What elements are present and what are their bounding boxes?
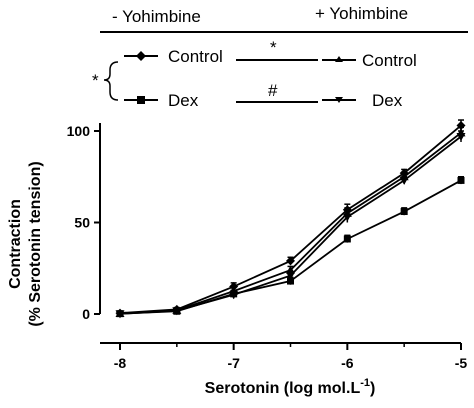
point-dex-with-yohimbine xyxy=(115,310,125,319)
series-line-dex-with-yohimbine xyxy=(119,135,462,315)
legend-without-yohimbine-label: - Yohimbine xyxy=(112,7,201,26)
legend-control-diamond-marker xyxy=(136,51,146,61)
x-tick-label: -6 xyxy=(341,355,354,371)
point-control-without-yohimbine xyxy=(229,282,239,292)
legend-control-yohimbine-triangle-marker xyxy=(335,56,343,62)
legend-group-significance: * xyxy=(92,71,99,90)
point-dex-without-yohimbine xyxy=(457,176,465,184)
point-dex-without-yohimbine xyxy=(343,235,351,243)
y-axis-title-line1: Contraction xyxy=(7,199,24,289)
x-axis-title-superscript: -1 xyxy=(360,377,370,389)
x-axis-title: Serotonin (log mol.L-1) xyxy=(205,377,376,397)
plot-area xyxy=(115,119,466,319)
point-dex-without-yohimbine xyxy=(287,277,294,285)
x-axis-title-close: ) xyxy=(370,380,375,397)
x-tick-label: -7 xyxy=(227,355,240,371)
legend-control-label: Control xyxy=(168,47,223,66)
y-axis-title-line2: (% Serotonin tension) xyxy=(27,161,44,326)
legend-with-yohimbine-label: + Yohimbine xyxy=(315,4,408,23)
legend-dex-label: Dex xyxy=(168,91,199,110)
x-tick-label: -5 xyxy=(455,355,468,371)
y-ticks: 0 50 100 xyxy=(67,123,100,322)
point-dex-with-yohimbine xyxy=(286,272,295,281)
point-dex-with-yohimbine xyxy=(342,213,352,222)
legend-dex-yohimbine-triangle-marker xyxy=(335,97,343,103)
point-control-without-yohimbine xyxy=(286,256,295,266)
series-line-control-with-yohimbine xyxy=(119,132,462,315)
y-tick-label: 50 xyxy=(74,215,90,231)
point-dex-without-yohimbine xyxy=(400,208,408,216)
x-tick-label: -8 xyxy=(114,355,127,371)
series-line-dex-without-yohimbine xyxy=(119,179,462,315)
x-ticks: -8 -7 -6 -5 xyxy=(114,343,468,371)
point-dex-with-yohimbine xyxy=(229,291,239,300)
legend-control-yohimbine-label: Control xyxy=(362,51,417,70)
point-dex-with-yohimbine xyxy=(456,132,466,141)
point-dex-with-yohimbine xyxy=(399,176,409,185)
legend-group-brace xyxy=(103,61,119,101)
series-line-control-without-yohimbine xyxy=(119,124,462,314)
y-tick-label: 0 xyxy=(82,306,90,322)
y-tick-label: 100 xyxy=(67,123,91,139)
legend-dex-yohimbine-label: Dex xyxy=(372,91,403,110)
legend-dex-square-marker xyxy=(137,96,145,104)
legend-dex-significance: # xyxy=(268,81,278,100)
legend-control-significance: * xyxy=(270,38,277,57)
point-dex-with-yohimbine xyxy=(172,307,182,316)
x-axis-title-text: Serotonin (log mol.L xyxy=(205,380,361,397)
